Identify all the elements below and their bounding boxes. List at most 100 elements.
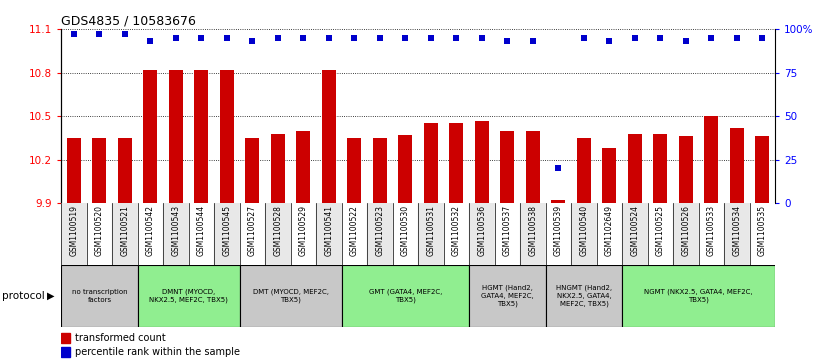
Bar — [494, 203, 520, 265]
Text: no transcription
factors: no transcription factors — [72, 289, 127, 303]
Text: GSM1100538: GSM1100538 — [529, 205, 538, 256]
Bar — [67, 138, 81, 203]
Text: HNGMT (Hand2,
NKX2.5, GATA4,
MEF2C, TBX5): HNGMT (Hand2, NKX2.5, GATA4, MEF2C, TBX5… — [556, 285, 612, 307]
Text: GSM1100524: GSM1100524 — [631, 205, 640, 256]
Bar — [367, 203, 392, 265]
Text: GSM1100544: GSM1100544 — [197, 205, 206, 256]
Bar — [500, 131, 514, 203]
Point — [399, 35, 412, 41]
Bar — [342, 265, 469, 327]
Bar — [469, 203, 494, 265]
Bar — [163, 203, 188, 265]
Point — [552, 166, 565, 171]
Bar — [622, 265, 775, 327]
Text: GSM1100530: GSM1100530 — [401, 205, 410, 256]
Text: NGMT (NKX2.5, GATA4, MEF2C,
TBX5): NGMT (NKX2.5, GATA4, MEF2C, TBX5) — [645, 289, 753, 303]
Bar — [61, 347, 70, 356]
Bar — [546, 265, 622, 327]
Bar — [654, 134, 667, 203]
Point — [526, 38, 539, 44]
Text: GSM1100522: GSM1100522 — [350, 205, 359, 256]
Text: GSM1100525: GSM1100525 — [656, 205, 665, 256]
Bar — [138, 203, 163, 265]
Text: GSM1100519: GSM1100519 — [69, 205, 78, 256]
Bar — [392, 203, 418, 265]
Bar — [546, 203, 571, 265]
Text: GSM1100536: GSM1100536 — [477, 205, 486, 256]
Bar — [322, 70, 336, 203]
Point — [730, 35, 743, 41]
Text: GSM1100527: GSM1100527 — [248, 205, 257, 256]
Bar — [622, 203, 648, 265]
Text: ▶: ▶ — [47, 291, 55, 301]
Text: GSM1100541: GSM1100541 — [325, 205, 334, 256]
Text: GSM1100531: GSM1100531 — [427, 205, 436, 256]
Bar — [265, 203, 290, 265]
Point — [501, 38, 514, 44]
Point — [272, 35, 285, 41]
Bar — [444, 203, 469, 265]
Bar — [373, 138, 387, 203]
Point — [705, 35, 718, 41]
Text: GSM1100537: GSM1100537 — [503, 205, 512, 256]
Text: protocol: protocol — [2, 291, 45, 301]
Bar — [469, 265, 546, 327]
Bar — [61, 203, 86, 265]
Text: GSM1100532: GSM1100532 — [452, 205, 461, 256]
Bar — [246, 138, 259, 203]
Bar — [61, 333, 70, 343]
Text: GSM1100543: GSM1100543 — [171, 205, 180, 256]
Bar — [169, 70, 183, 203]
Bar — [602, 148, 616, 203]
Text: GSM1100542: GSM1100542 — [146, 205, 155, 256]
Bar — [704, 116, 718, 203]
Bar — [756, 136, 769, 203]
Bar — [673, 203, 698, 265]
Bar — [86, 203, 112, 265]
Point — [348, 35, 361, 41]
Point — [578, 35, 591, 41]
Text: GSM1100540: GSM1100540 — [579, 205, 588, 256]
Text: transformed count: transformed count — [75, 333, 166, 343]
Point — [297, 35, 310, 41]
Point — [322, 35, 335, 41]
Text: DMNT (MYOCD,
NKX2.5, MEF2C, TBX5): DMNT (MYOCD, NKX2.5, MEF2C, TBX5) — [149, 289, 228, 303]
Text: GSM1100545: GSM1100545 — [223, 205, 232, 256]
Bar — [271, 134, 285, 203]
Bar — [577, 138, 591, 203]
Point — [118, 31, 131, 37]
Text: GSM1100520: GSM1100520 — [95, 205, 104, 256]
Text: GSM1100535: GSM1100535 — [758, 205, 767, 256]
Bar — [61, 265, 138, 327]
Bar — [571, 203, 596, 265]
Point — [195, 35, 208, 41]
Text: GDS4835 / 10583676: GDS4835 / 10583676 — [61, 15, 196, 28]
Bar — [188, 203, 214, 265]
Bar — [450, 123, 463, 203]
Bar — [342, 203, 367, 265]
Point — [680, 38, 693, 44]
Point — [450, 35, 463, 41]
Bar — [138, 265, 240, 327]
Point — [424, 35, 437, 41]
Point — [144, 38, 157, 44]
Bar — [398, 135, 412, 203]
Point — [628, 35, 641, 41]
Bar — [596, 203, 622, 265]
Point — [220, 35, 233, 41]
Bar — [118, 138, 132, 203]
Text: GSM1100539: GSM1100539 — [554, 205, 563, 256]
Point — [374, 35, 387, 41]
Bar — [648, 203, 673, 265]
Bar — [296, 131, 310, 203]
Bar — [144, 70, 157, 203]
Bar — [424, 123, 438, 203]
Bar — [240, 203, 265, 265]
Text: GSM1100534: GSM1100534 — [733, 205, 742, 256]
Bar — [316, 203, 342, 265]
Bar — [348, 138, 361, 203]
Text: GMT (GATA4, MEF2C,
TBX5): GMT (GATA4, MEF2C, TBX5) — [369, 289, 442, 303]
Text: GSM1102649: GSM1102649 — [605, 205, 614, 256]
Point — [170, 35, 183, 41]
Bar — [526, 131, 540, 203]
